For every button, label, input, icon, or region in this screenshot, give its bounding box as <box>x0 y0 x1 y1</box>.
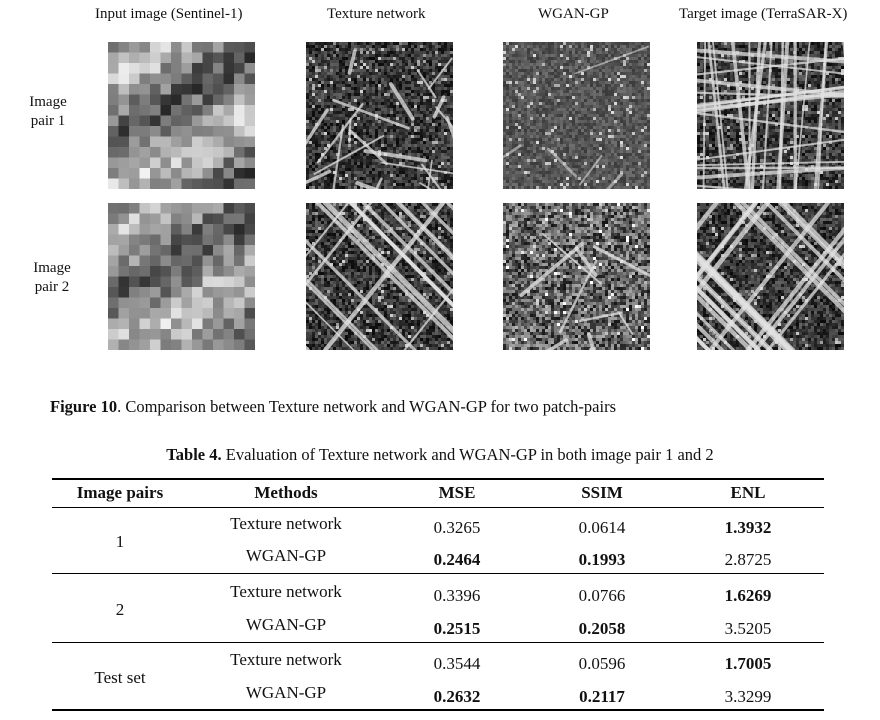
table-header-image-pairs: Image pairs <box>76 483 164 502</box>
table-group-rule-2 <box>52 642 824 643</box>
table-cell-method: Texture network <box>230 514 342 533</box>
table-header-enl: ENL <box>730 483 766 502</box>
table-caption-prefix: Table 4. <box>166 445 222 464</box>
table-header-methods: Methods <box>254 483 318 502</box>
table-header-ssim: SSIM <box>581 483 623 502</box>
table-cell-ssim: 0.0766 <box>578 586 626 605</box>
table-top-rule <box>52 478 824 480</box>
table-bottom-rule <box>52 709 824 711</box>
table-group-name-1: 1 <box>115 532 125 551</box>
table-cell-mse: 0.2515 <box>433 619 481 638</box>
sar-patch-target-pair-2 <box>697 203 844 350</box>
sar-patch-target-pair-1 <box>697 42 844 189</box>
table-group-name-test-set: Test set <box>94 668 146 687</box>
column-title-target: Target image (TerraSAR-X) <box>679 6 848 22</box>
table-cell-method: Texture network <box>230 650 342 669</box>
table-cell-mse: 0.3265 <box>433 518 481 537</box>
column-title-texture-network: Texture network <box>327 6 426 22</box>
table-header-rule <box>52 507 824 508</box>
sar-patch-texture-network-pair-1 <box>306 42 453 189</box>
table-cell-enl: 3.3299 <box>724 687 772 706</box>
table-cell-method: WGAN-GP <box>245 546 327 565</box>
row-label-pair-2-line1: Image <box>33 260 71 276</box>
row-label-pair-1-line2: pair 1 <box>30 113 66 129</box>
table-cell-mse: 0.2464 <box>433 550 481 569</box>
sar-patch-input-pair-1 <box>108 42 255 189</box>
table-group-rule-1 <box>52 573 824 574</box>
table-cell-ssim: 0.1993 <box>578 550 626 569</box>
table-cell-ssim: 0.0614 <box>578 518 626 537</box>
figure-caption-prefix: Figure 10 <box>50 397 118 416</box>
table-cell-enl: 2.8725 <box>724 550 772 569</box>
row-label-pair-2: Image pair 2 <box>17 259 87 297</box>
table-cell-ssim: 0.2117 <box>579 687 625 706</box>
table-cell-method: WGAN-GP <box>245 683 327 702</box>
column-title-input: Input image (Sentinel-1) <box>95 6 243 22</box>
figure-caption-text: . Comparison between Texture network and… <box>117 397 616 416</box>
figure-caption: Figure 10. Comparison between Texture ne… <box>50 397 616 417</box>
table-cell-ssim: 0.2058 <box>578 619 626 638</box>
table-cell-mse: 0.3396 <box>433 586 481 605</box>
row-label-pair-1: Image pair 1 <box>13 93 83 131</box>
table-cell-mse: 0.2632 <box>433 687 481 706</box>
table-cell-enl: 1.7005 <box>724 654 772 673</box>
sar-patch-texture-network-pair-2 <box>306 203 453 350</box>
column-title-wgan-gp: WGAN-GP <box>538 6 609 22</box>
row-label-pair-1-line1: Image <box>29 94 67 110</box>
table-caption-text: Evaluation of Texture network and WGAN-G… <box>221 445 714 464</box>
table-cell-method: WGAN-GP <box>245 615 327 634</box>
sar-patch-input-pair-2 <box>108 203 255 350</box>
table-group-name-2: 2 <box>115 600 125 619</box>
row-label-pair-2-line2: pair 2 <box>34 279 70 295</box>
table-caption: Table 4. Evaluation of Texture network a… <box>0 445 880 465</box>
table-cell-enl: 1.6269 <box>724 586 772 605</box>
table-cell-ssim: 0.0596 <box>578 654 626 673</box>
table-header-mse: MSE <box>438 483 476 502</box>
sar-patch-wgan-gp-pair-2 <box>503 203 650 350</box>
sar-patch-wgan-gp-pair-1 <box>503 42 650 189</box>
table-cell-enl: 3.5205 <box>724 619 772 638</box>
table-cell-enl: 1.3932 <box>724 518 772 537</box>
table-cell-method: Texture network <box>230 582 342 601</box>
table-cell-mse: 0.3544 <box>433 654 481 673</box>
